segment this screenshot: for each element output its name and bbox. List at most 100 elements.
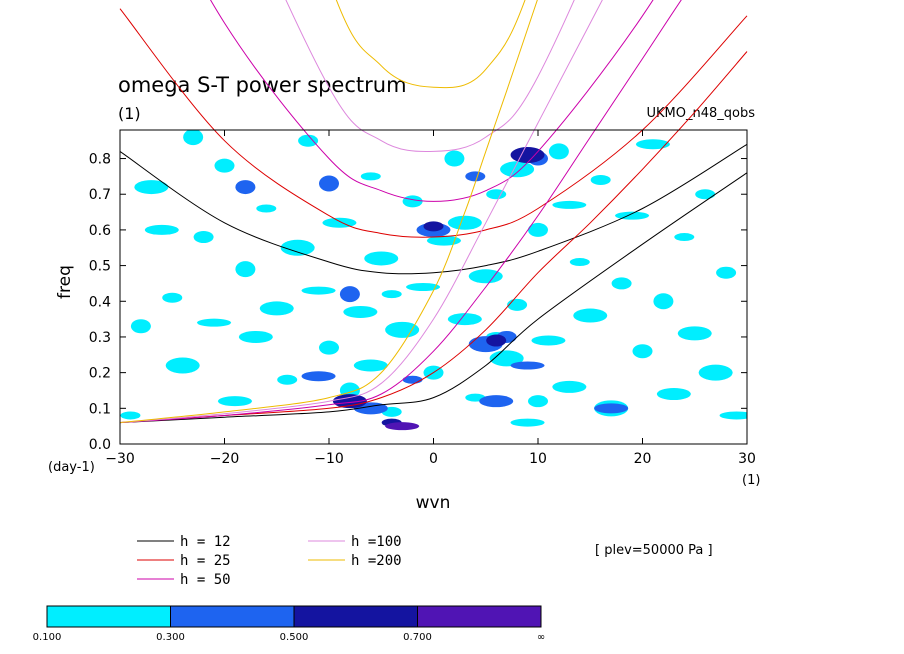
power-patch-7 bbox=[217, 396, 252, 407]
rossby-curve-h50 bbox=[209, 0, 654, 202]
power-patch-13 bbox=[280, 239, 315, 256]
power-patch-58 bbox=[183, 130, 204, 146]
y-tick-label: 0.8 bbox=[89, 152, 111, 168]
power-patch-61 bbox=[447, 215, 482, 230]
legend-label-h12: h = 12 bbox=[180, 534, 231, 550]
power-patch-50 bbox=[674, 233, 695, 242]
legend-label-h25: h = 25 bbox=[180, 553, 231, 569]
y-tick-label: 0.3 bbox=[89, 330, 111, 346]
power-patch-31 bbox=[468, 269, 503, 284]
power-patch-29 bbox=[447, 313, 482, 326]
power-patch-77 bbox=[594, 403, 629, 414]
power-patch-63 bbox=[500, 161, 535, 178]
power-patch-85 bbox=[385, 422, 420, 431]
power-patch-65 bbox=[552, 200, 587, 209]
power-patch-28 bbox=[444, 150, 465, 167]
x-tick-label: 20 bbox=[634, 451, 652, 467]
power-patch-51 bbox=[677, 326, 712, 341]
axis-ticks: −30 −20 −10 0 10 20 30 0.0 0.1 0.2 0.3 0.4 0.5 0.6 0.7… bbox=[89, 130, 756, 467]
power-patch-10 bbox=[256, 204, 277, 213]
x-tick-label: −30 bbox=[105, 451, 135, 467]
power-patch-36 bbox=[528, 222, 548, 237]
power-patch-82 bbox=[423, 221, 444, 232]
power-contours bbox=[120, 130, 747, 431]
power-patch-56 bbox=[130, 319, 151, 334]
y-tick-label: 0.5 bbox=[89, 259, 111, 275]
power-patch-11 bbox=[259, 301, 294, 316]
power-patch-84 bbox=[486, 334, 507, 347]
plev-annotation: [ plev=50000 Pa ] bbox=[595, 543, 713, 558]
power-patch-81 bbox=[332, 394, 367, 409]
power-patch-46 bbox=[632, 344, 653, 359]
colorbar-level-label: 0.100 bbox=[33, 632, 62, 643]
power-patch-64 bbox=[528, 395, 548, 408]
rossby-curve-h12 bbox=[119, 143, 748, 275]
kelvin-curve-h200 bbox=[119, 0, 538, 424]
power-patch-49 bbox=[656, 388, 691, 401]
power-patch-48 bbox=[653, 293, 674, 310]
power-patch-19 bbox=[343, 305, 378, 318]
rossby-curve-h25 bbox=[119, 8, 748, 238]
power-patch-66 bbox=[235, 180, 256, 195]
power-patch-52 bbox=[695, 189, 716, 200]
y-tick-label: 0.1 bbox=[89, 401, 111, 417]
chart-subtitle: (1) bbox=[118, 104, 141, 123]
colorbar-segment-2 bbox=[293, 605, 418, 628]
colorbar-level-label: ∞ bbox=[537, 632, 545, 643]
power-patch-24 bbox=[402, 195, 423, 208]
kelvin-curve-h50 bbox=[119, 0, 682, 424]
y-axis-label: freq bbox=[55, 265, 75, 299]
y-tick-label: 0.6 bbox=[89, 223, 111, 239]
y-tick-label: 0.0 bbox=[89, 437, 111, 453]
power-patch-34 bbox=[507, 298, 528, 311]
power-patch-40 bbox=[569, 258, 590, 267]
power-patch-55 bbox=[719, 411, 747, 420]
x-tick-label: 10 bbox=[529, 451, 547, 467]
legend-label-h200: h =200 bbox=[351, 553, 402, 569]
power-patch-35 bbox=[510, 418, 545, 427]
y-tick-label: 0.2 bbox=[89, 366, 111, 382]
kelvin-curve-h12 bbox=[119, 172, 748, 424]
power-patch-21 bbox=[364, 251, 399, 266]
power-patch-4 bbox=[193, 231, 214, 244]
kelvin-curve-h100 bbox=[119, 0, 603, 424]
power-patch-75 bbox=[510, 361, 545, 370]
power-patch-72 bbox=[465, 171, 486, 182]
dispersion-curves bbox=[119, 0, 748, 424]
y-tick-label: 0.7 bbox=[89, 187, 111, 203]
kelvin-curve-h25 bbox=[119, 51, 748, 424]
legend: h = 12 h = 25 h = 50 h =100 h =200 bbox=[137, 534, 402, 588]
power-patch-60 bbox=[381, 290, 402, 299]
power-patch-3 bbox=[165, 357, 200, 374]
power-patch-8 bbox=[235, 261, 256, 278]
power-patch-18 bbox=[339, 382, 360, 399]
power-patch-6 bbox=[214, 158, 235, 173]
power-patch-16 bbox=[319, 340, 339, 355]
power-patch-23 bbox=[385, 321, 420, 338]
power-patch-67 bbox=[301, 371, 336, 382]
rossby-curve-h200 bbox=[335, 0, 526, 89]
x-tick-label: −10 bbox=[314, 451, 344, 467]
power-patch-2 bbox=[162, 292, 183, 303]
x-unit-label: (1) bbox=[742, 473, 760, 488]
power-patch-32 bbox=[486, 189, 507, 200]
power-patch-20 bbox=[360, 172, 381, 181]
dataset-label: UKMO_n48_qobs bbox=[646, 106, 755, 121]
x-tick-label: 0 bbox=[429, 451, 438, 467]
x-tick-label: −20 bbox=[210, 451, 240, 467]
x-axis-label: wvn bbox=[416, 493, 451, 513]
legend-label-h50: h = 50 bbox=[180, 572, 231, 588]
colorbar-level-label: 0.300 bbox=[156, 632, 185, 643]
x-tick-label: 30 bbox=[738, 451, 756, 467]
colorbar-level-label: 0.700 bbox=[403, 632, 432, 643]
power-patch-12 bbox=[277, 374, 298, 385]
power-patch-37 bbox=[531, 335, 566, 346]
power-patch-39 bbox=[552, 380, 587, 393]
power-patch-27 bbox=[426, 235, 461, 246]
power-patch-9 bbox=[238, 330, 273, 343]
power-patch-1 bbox=[134, 180, 169, 195]
power-patch-78 bbox=[319, 175, 339, 192]
power-patch-15 bbox=[301, 286, 336, 295]
power-patch-47 bbox=[635, 139, 670, 150]
